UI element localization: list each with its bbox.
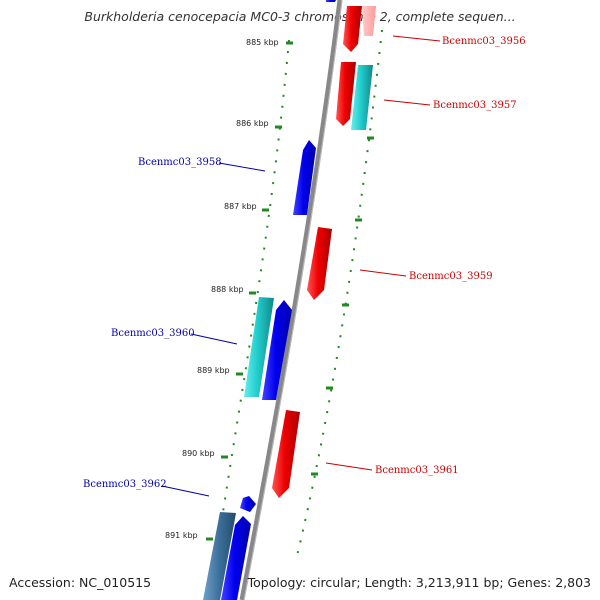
topology-text: Topology: circular; Length: 3,213,911 bp… bbox=[247, 575, 591, 590]
gene-arrow-bcenmc03-3961[interactable] bbox=[272, 410, 300, 498]
gene-arrow-bcenmc03-3957[interactable] bbox=[336, 62, 356, 126]
scale-label: 888 kbp bbox=[211, 285, 244, 294]
scale-label: 886 kbp bbox=[236, 119, 269, 128]
callout-line-3957 bbox=[383, 99, 431, 106]
gene-arrow-faded[interactable] bbox=[362, 6, 376, 36]
scale-label: 890 kbp bbox=[182, 449, 215, 458]
chromosome-backbone bbox=[239, 0, 343, 600]
gene-arrow-bcenmc03-3960[interactable] bbox=[262, 300, 292, 400]
inner-tick-track bbox=[295, 29, 383, 561]
gene-arrow-partial[interactable] bbox=[326, 0, 336, 2]
gene-arrow-steel[interactable] bbox=[203, 512, 236, 600]
accession-text: Accession: NC_010515 bbox=[9, 575, 152, 590]
callout-line-3962 bbox=[161, 485, 210, 497]
major-ticks bbox=[206, 41, 374, 541]
scale-label: 887 kbp bbox=[224, 202, 257, 211]
gene-arrow-bcenmc03-3958[interactable] bbox=[293, 140, 316, 215]
scale-label: 891 kbp bbox=[165, 531, 198, 540]
gene-label-bcenmc03-3960[interactable]: Bcenmc03_3960 bbox=[111, 328, 195, 339]
callout-line-3961 bbox=[325, 462, 373, 471]
backbone-shadow bbox=[243, 0, 343, 600]
gene-arrow-bcenmc03-3959[interactable] bbox=[307, 227, 332, 300]
gene-label-bcenmc03-3961[interactable]: Bcenmc03_3961 bbox=[375, 465, 459, 476]
callout-line-3958 bbox=[218, 162, 266, 172]
scale-label: 885 kbp bbox=[246, 38, 279, 47]
gene-arrow-cyan-3957[interactable] bbox=[351, 65, 373, 130]
gene-label-bcenmc03-3962[interactable]: Bcenmc03_3962 bbox=[83, 479, 167, 490]
callout-line-3959 bbox=[359, 269, 407, 277]
gene-arrow-blue-bottom[interactable] bbox=[221, 516, 251, 600]
gene-label-bcenmc03-3959[interactable]: Bcenmc03_3959 bbox=[409, 271, 493, 282]
gene-arrow-bcenmc03-3956[interactable] bbox=[343, 6, 362, 52]
scale-label: 889 kbp bbox=[197, 366, 230, 375]
map-title: Burkholderia cenocepacia MC0-3 chromosom… bbox=[84, 9, 516, 24]
gene-arrow-cyan-3960[interactable] bbox=[244, 297, 274, 397]
gene-arrow-bcenmc03-3962[interactable] bbox=[240, 496, 256, 512]
gene-label-bcenmc03-3956[interactable]: Bcenmc03_3956 bbox=[442, 36, 526, 47]
gene-label-bcenmc03-3957[interactable]: Bcenmc03_3957 bbox=[433, 100, 517, 111]
callout-line-3956 bbox=[392, 35, 441, 42]
callout-line-3960 bbox=[190, 333, 238, 345]
gene-label-bcenmc03-3958[interactable]: Bcenmc03_3958 bbox=[138, 157, 222, 168]
